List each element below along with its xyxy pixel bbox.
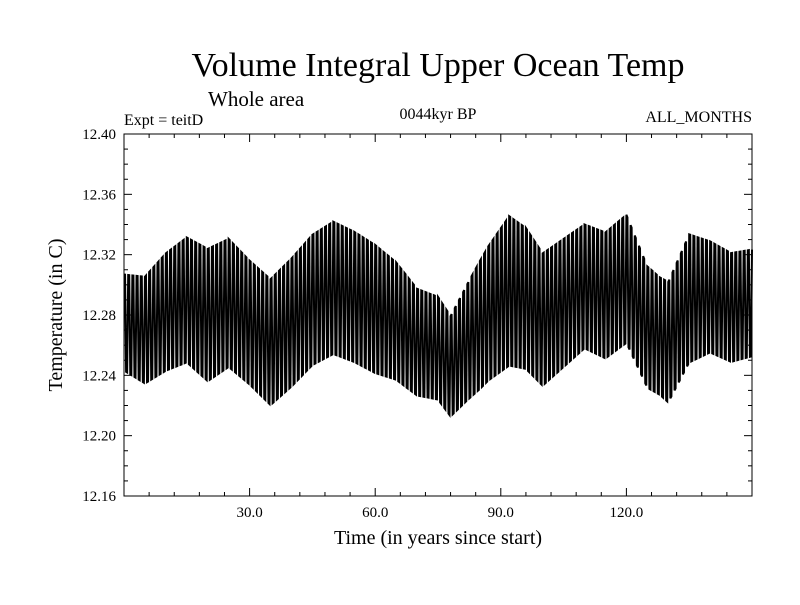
plot-frame	[123, 133, 753, 497]
y-tick-label: 12.36	[82, 187, 116, 203]
y-tick-label: 12.24	[82, 368, 116, 384]
y-tick-label: 12.32	[82, 248, 116, 264]
plot-area	[123, 214, 753, 418]
chart-subtitle: Whole area	[208, 87, 305, 111]
experiment-label: Expt = teitD	[124, 112, 203, 129]
series-line-0	[123, 214, 753, 418]
period-label: 0044kyr BP	[400, 106, 477, 123]
x-tick-label: 60.0	[362, 505, 388, 521]
x-tick-label: 30.0	[236, 505, 262, 521]
x-tick-label: 120.0	[610, 505, 644, 521]
y-axis-label: Temperature (in C)	[45, 239, 67, 392]
x-tick-label: 90.0	[488, 505, 514, 521]
x-axis-label: Time (in years since start)	[334, 527, 542, 549]
y-tick-label: 12.16	[82, 489, 116, 505]
y-tick-label: 12.40	[82, 127, 116, 143]
chart-title: Volume Integral Upper Ocean Temp	[192, 47, 685, 84]
y-tick-label: 12.20	[82, 429, 116, 445]
months-label: ALL_MONTHS	[645, 109, 752, 126]
y-tick-label: 12.28	[82, 308, 116, 324]
